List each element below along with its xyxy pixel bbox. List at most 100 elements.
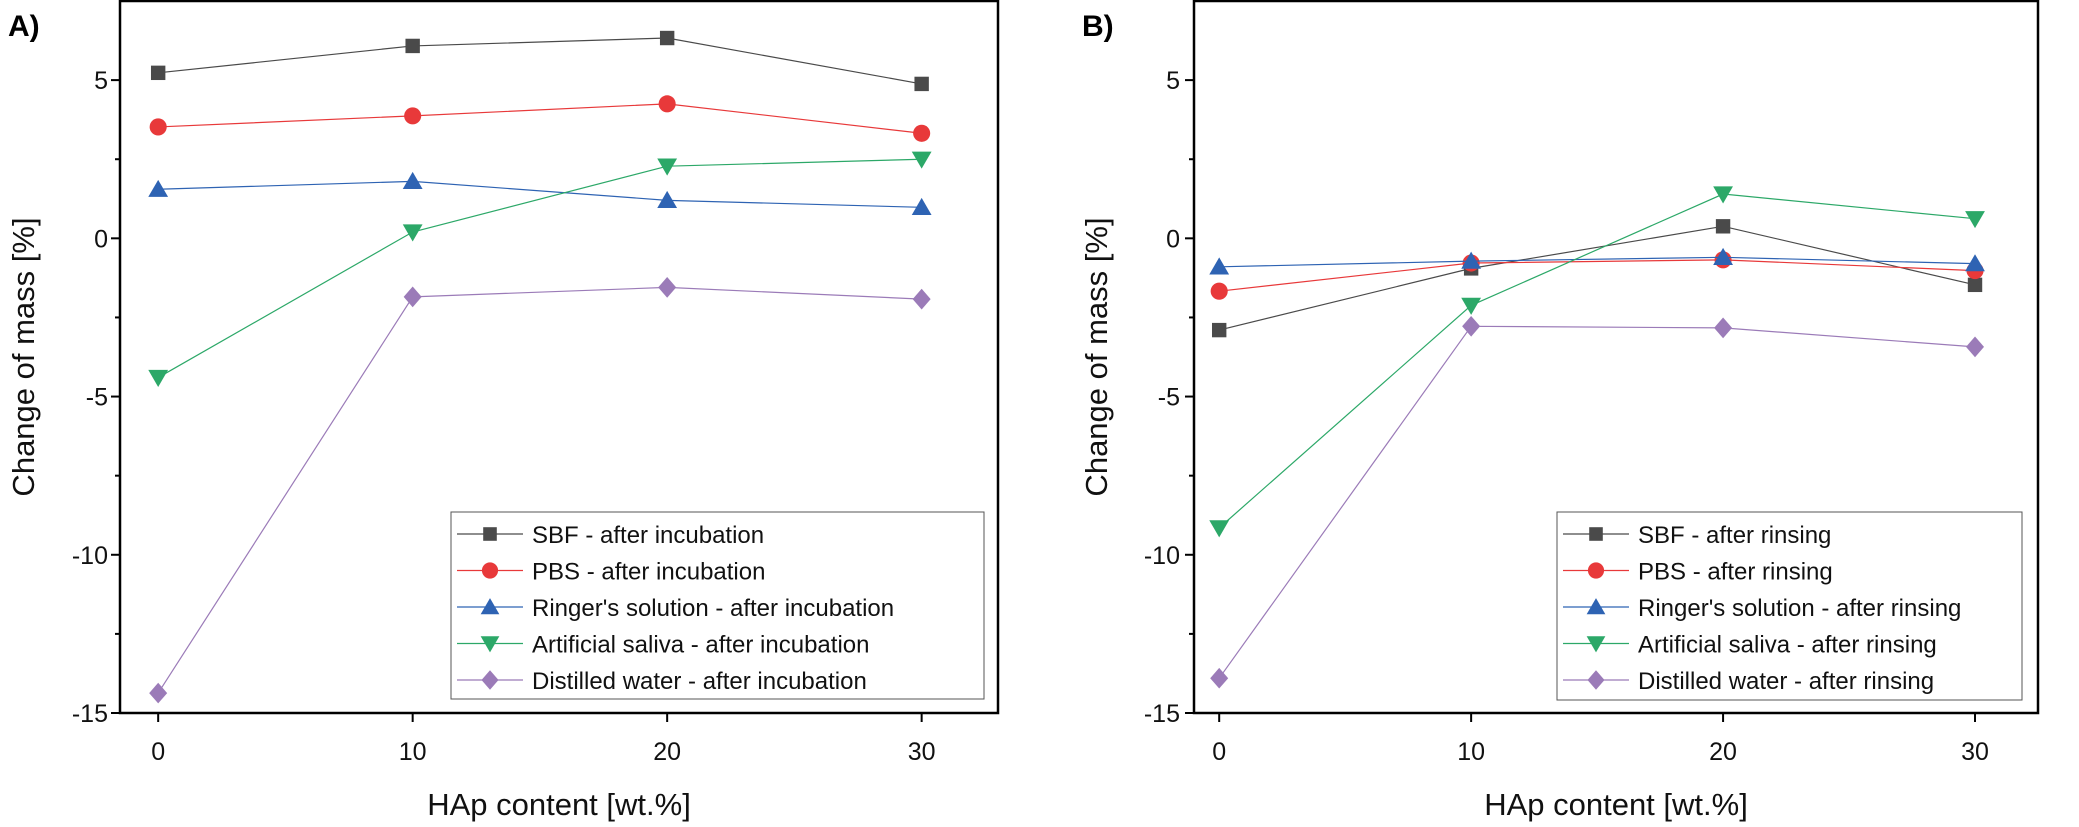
- data-point: [1713, 186, 1733, 204]
- data-point: [1715, 219, 1731, 234]
- y-tick-label: -5: [1158, 384, 1180, 412]
- legend-entry: PBS - after rinsing: [1638, 559, 1833, 586]
- legend-entry: Distilled water - after rinsing: [1638, 668, 1934, 695]
- x-tick-label: 10: [399, 738, 427, 766]
- data-point: [913, 124, 931, 142]
- series-line: [1219, 256, 1976, 268]
- y-tick-label: -15: [1144, 700, 1180, 728]
- series-line: [158, 37, 922, 85]
- panel-label: B): [1082, 10, 1114, 43]
- data-point: [1713, 247, 1733, 265]
- x-tick-label: 20: [1709, 738, 1737, 766]
- y-axis-title: Change of mass [%]: [1079, 217, 1114, 496]
- data-point: [658, 95, 676, 113]
- legend-entry: SBF - after rinsing: [1638, 522, 1831, 549]
- legend: SBF - after rinsing PBS - after rinsing Ri…: [1556, 511, 2023, 701]
- legend-box: [450, 511, 985, 700]
- legend-marker-triangle-up-icon: [480, 598, 500, 615]
- series-3: [1209, 186, 1985, 538]
- data-point: [914, 76, 929, 92]
- y-tick-label: 5: [94, 67, 108, 95]
- legend-marker-diamond-icon: [481, 670, 499, 690]
- legend-entry: Ringer's solution - after incubation: [532, 595, 894, 622]
- data-point: [1211, 322, 1227, 338]
- data-point: [659, 30, 675, 46]
- series-line: [1218, 193, 1976, 529]
- x-tick-label: 10: [1457, 738, 1485, 766]
- series-4: [1210, 315, 1985, 689]
- y-tick-label: 0: [94, 225, 108, 253]
- series-line: [1219, 259, 1976, 292]
- data-point: [1965, 254, 1985, 272]
- data-point: [404, 107, 422, 125]
- series-line: [158, 103, 922, 134]
- legend-marker-diamond-icon: [1587, 670, 1605, 690]
- data-point: [405, 38, 420, 54]
- series-1: [149, 95, 931, 142]
- y-tick-label: 0: [1166, 225, 1180, 253]
- data-point: [1210, 282, 1228, 300]
- legend-marker-square-icon: [1589, 527, 1603, 541]
- series-0: [1211, 219, 1983, 338]
- data-point: [1210, 667, 1229, 689]
- x-tick-label: 30: [908, 738, 936, 766]
- legend-marker-circle-icon: [481, 562, 499, 579]
- legend-box: [1556, 511, 2023, 701]
- panel-label: A): [8, 10, 40, 43]
- series-line: [158, 180, 922, 208]
- series-3: [148, 151, 932, 388]
- chart-panel-b: B) -15 -10 -5 0 5 0 10 20 30 HAp content [wt.%] Cha…: [1079, 0, 2040, 822]
- legend-marker-square-icon: [483, 527, 497, 541]
- x-axis-title: HAp content [wt.%]: [427, 787, 691, 822]
- data-point: [1209, 520, 1230, 538]
- chart-panel-a: A) -15 -10 -5 0 5 0 10 20 30 HAp content [wt.%] Cha…: [6, 0, 1000, 822]
- legend: SBF - after incubation PBS - after incuba…: [450, 511, 985, 700]
- data-point: [912, 288, 931, 310]
- y-tick-label: -5: [86, 384, 108, 412]
- data-point: [1209, 257, 1230, 275]
- series-4: [149, 277, 931, 704]
- data-point: [1967, 277, 1983, 293]
- data-point: [1966, 336, 1985, 358]
- series-1: [1210, 251, 1984, 300]
- series-2: [1209, 247, 1985, 275]
- y-tick-label: 5: [1166, 67, 1180, 95]
- data-point: [1461, 297, 1482, 315]
- legend-marker-circle-icon: [1587, 562, 1605, 579]
- data-point: [657, 190, 678, 209]
- y-tick-label: -10: [1144, 542, 1180, 570]
- data-point: [657, 158, 678, 176]
- data-point: [1714, 317, 1733, 339]
- series-line: [157, 286, 922, 694]
- data-point: [150, 65, 166, 81]
- y-tick-label: -15: [72, 700, 108, 728]
- data-point: [403, 286, 422, 308]
- legend-entry: Artificial saliva - after rinsing: [1638, 632, 1937, 659]
- series-line: [1219, 225, 1976, 331]
- data-point: [402, 171, 423, 190]
- legend-entry: Ringer's solution - after rinsing: [1638, 595, 1961, 622]
- data-point: [658, 277, 677, 298]
- plot-frame: [1192, 0, 2040, 715]
- legend-entry: PBS - after incubation: [532, 559, 765, 586]
- plot-frame: [118, 0, 1000, 715]
- data-point: [911, 151, 932, 169]
- x-tick-label: 0: [1212, 738, 1226, 766]
- data-point: [149, 682, 168, 704]
- data-point: [1462, 315, 1481, 337]
- data-point: [402, 224, 423, 242]
- legend-entry: SBF - after incubation: [532, 522, 764, 549]
- series-line: [157, 158, 922, 379]
- data-point: [148, 369, 169, 388]
- legend-entry: Distilled water - after incubation: [532, 668, 867, 695]
- data-point: [149, 118, 167, 136]
- x-tick-label: 20: [653, 738, 681, 766]
- x-tick-label: 0: [151, 738, 165, 766]
- y-axis-title: Change of mass [%]: [6, 217, 41, 496]
- y-tick-label: -10: [72, 542, 108, 570]
- legend-marker-triangle-down-icon: [1586, 636, 1606, 653]
- data-point: [148, 179, 169, 197]
- data-point: [1965, 211, 1985, 229]
- x-axis-title: HAp content [wt.%]: [1484, 787, 1748, 822]
